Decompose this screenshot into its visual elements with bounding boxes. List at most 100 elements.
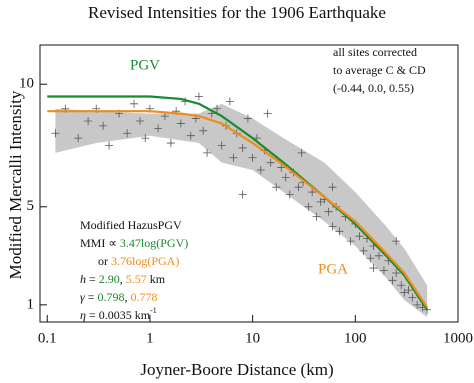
uncertainty-band [55,103,428,318]
data-point [392,268,401,277]
data-point [400,288,409,297]
y-tick-label: 10 [19,76,34,92]
data-point [263,109,272,118]
x-tick-label: 1000 [443,330,473,346]
data-point [51,129,60,138]
data-point [304,202,313,211]
data-point [130,99,139,108]
legend-note-segment: 0.798 [98,290,125,304]
legend-note-segment: -1 [150,306,157,315]
legend-note-segment: , [120,272,126,286]
series-label: PGA [318,261,348,277]
legend-note-segment: = [86,272,99,286]
chart-title: Revised Intensities for the 1906 Earthqu… [88,3,386,22]
data-point [176,119,185,128]
data-point [277,163,286,172]
y-tick-label: 1 [27,296,35,312]
note-line: (-0.44, 0.0, 0.55) [333,81,414,95]
data-point [335,227,344,236]
data-point [141,134,150,143]
data-point [359,246,368,255]
data-point [123,129,132,138]
data-point [217,141,226,150]
legend-note-segment: h [80,272,86,286]
data-point [248,153,257,162]
data-point [281,173,290,182]
data-point [154,124,163,133]
data-point [186,131,195,140]
note-line: to average C & CD [333,63,426,77]
legend-note-segment: 3.47log(PGV) [120,236,188,250]
data-point [294,183,303,192]
data-point [225,97,234,106]
x-tick-label: 10 [245,330,260,346]
legend-note-segment: γ [80,290,85,304]
data-point [166,139,175,148]
data-point [308,188,317,197]
data-point [238,143,247,152]
legend-note-segment: 0.778 [131,290,158,304]
data-point [266,158,275,167]
x-tick-label: 1 [146,330,154,346]
data-point [285,190,294,199]
note-line: all sites corrected [333,45,417,59]
legend-note-segment: MMI ∝ [80,236,120,250]
legend-note-line: MMI ∝ 3.47log(PGV) [80,236,188,250]
legend-note-line: η = 0.0035 km-1 [80,306,157,322]
x-tick-label: 0.1 [38,330,57,346]
legend-note-segment: η [80,308,86,322]
legend-note-line: Modified HazusPGV [80,218,182,232]
legend-note-segment: = [85,290,98,304]
data-point [84,116,93,125]
data-point [297,148,306,157]
plot-area [47,92,432,318]
data-point [243,114,252,123]
data-point [213,104,222,113]
data-point [379,266,388,275]
data-point [413,300,422,309]
data-point [392,237,401,246]
legend-note-line: γ = 0.798, 0.778 [80,290,158,304]
model-curve [47,95,429,311]
data-point [346,237,355,246]
data-point [374,251,383,260]
legend-note-segment: 2.90 [99,272,120,286]
x-tick-label: 100 [344,330,367,346]
data-point [256,166,265,175]
model-curve [47,110,429,308]
data-point [328,183,337,192]
data-point [74,134,83,143]
data-point [388,276,397,285]
data-point [369,264,378,273]
data-point [194,92,203,101]
data-point [105,141,114,150]
legend-note-segment: , [125,290,131,304]
x-axis-label: Joyner-Boore Distance (km) [140,360,333,379]
data-point [312,212,321,221]
plot-frame [39,44,459,323]
data-point [199,126,208,135]
data-point [366,254,375,263]
data-point [135,116,144,125]
series-label: PGV [130,57,160,73]
data-point [272,183,281,192]
data-point [203,148,212,157]
y-axis-label: Modified Mercalli Intensity [6,90,25,279]
data-point [355,232,364,241]
data-point [238,190,247,199]
legend-note-segment: or [80,254,111,268]
data-point [397,281,406,290]
data-point [99,121,108,130]
data-point [229,153,238,162]
legend-note-segment: 5.57 [126,272,147,286]
data-point [404,286,413,295]
legend-note-segment: km [147,272,166,286]
data-point [408,293,417,302]
legend-note-segment: 3.76log(PGA) [111,254,179,268]
legend-note-line: h = 2.90, 5.57 km [80,272,166,286]
legend-note-segment: Modified HazusPGV [80,218,182,232]
y-tick-label: 5 [27,198,35,214]
data-point [324,207,333,216]
data-point [328,222,337,231]
